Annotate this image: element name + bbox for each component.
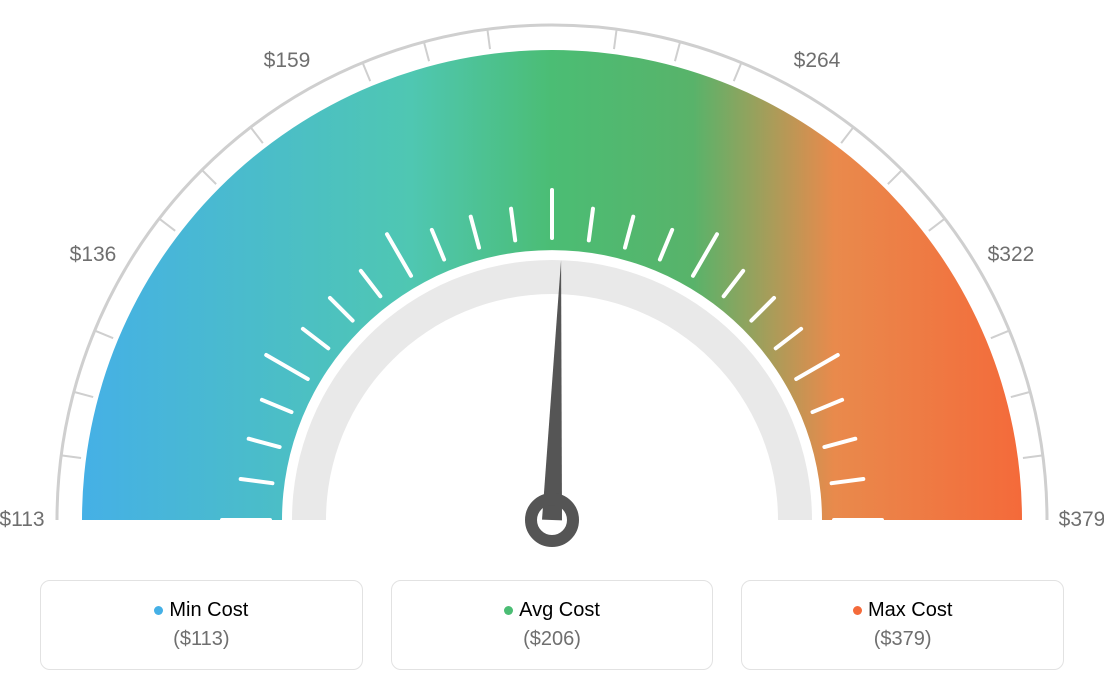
legend-row: Min Cost ($113) Avg Cost ($206) Max Cost… [0, 580, 1104, 690]
legend-dot-avg [504, 606, 513, 615]
legend-value-avg: ($206) [523, 628, 581, 651]
gauge-svg [0, 0, 1104, 560]
cost-gauge-chart: $113 $136 $159 $206 $264 $322 $379 Min Cost ($… [0, 0, 1104, 690]
gauge-area: $113 $136 $159 $206 $264 $322 $379 [0, 0, 1104, 560]
gauge-tick-label: $206 [529, 0, 576, 2]
gauge-tick-label: $379 [1059, 508, 1104, 532]
legend-dot-min [154, 606, 163, 615]
legend-label-min: Min Cost [154, 599, 248, 622]
legend-label-avg: Avg Cost [504, 599, 600, 622]
legend-value-max: ($379) [874, 628, 932, 651]
gauge-tick-label: $322 [988, 243, 1035, 267]
legend-label-max: Max Cost [853, 599, 952, 622]
legend-value-min: ($113) [173, 628, 229, 651]
legend-text-max: Max Cost [868, 599, 952, 622]
gauge-tick-label: $136 [70, 243, 117, 267]
gauge-tick-label: $159 [264, 49, 311, 73]
gauge-tick-label: $113 [0, 508, 45, 532]
legend-box-max: Max Cost ($379) [741, 580, 1064, 670]
legend-box-min: Min Cost ($113) [40, 580, 363, 670]
legend-box-avg: Avg Cost ($206) [391, 580, 714, 670]
legend-text-avg: Avg Cost [519, 599, 600, 622]
gauge-tick-label: $264 [794, 49, 841, 73]
legend-dot-max [853, 606, 862, 615]
legend-text-min: Min Cost [169, 599, 248, 622]
